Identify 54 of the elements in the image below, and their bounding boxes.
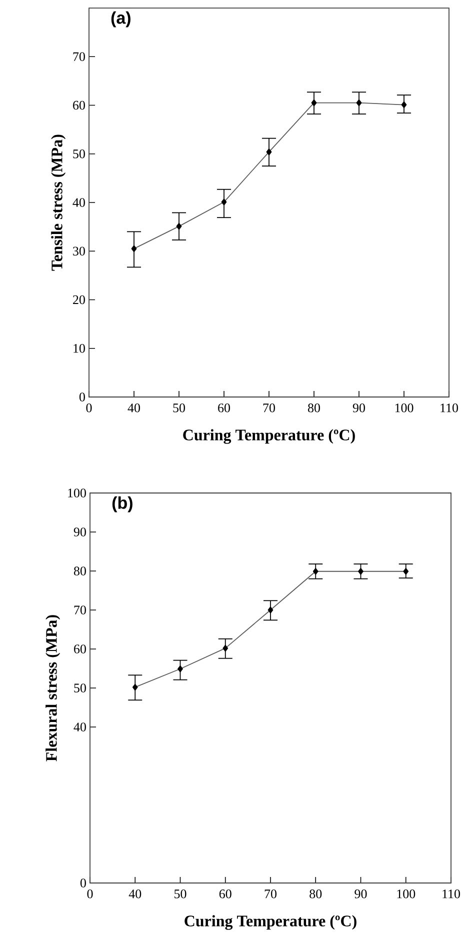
y-tick-label: 60 [73, 100, 85, 110]
x-tick-label: 70 [263, 404, 275, 412]
point [311, 99, 317, 106]
y-tick-label: 80 [74, 566, 86, 576]
x-tick-label: 100 [395, 404, 414, 412]
x-axis-title: Curing Temperature (ºC) [183, 429, 355, 444]
y-axis-title: Flexural stress (MPa) [46, 615, 60, 762]
x-tick-label: 110 [440, 404, 458, 412]
x-tick-label: 40 [128, 890, 142, 898]
x-tick-label: 0 [87, 890, 93, 898]
x-tick-label: 90 [354, 890, 367, 898]
x-tick-label: 50 [173, 404, 186, 412]
y-tick-label: 70 [74, 606, 86, 614]
y-tick-label: 40 [74, 722, 86, 732]
y-tick-label: 0 [79, 392, 85, 402]
point [356, 99, 362, 106]
point [222, 644, 228, 652]
y-tick-label: 10 [74, 344, 85, 353]
point [132, 684, 138, 691]
y-tick-label: 40 [72, 198, 85, 207]
y-tick-label: 0 [80, 878, 86, 888]
point [131, 245, 137, 252]
x-tick-label: 90 [352, 404, 365, 412]
point [221, 198, 227, 206]
y-tick-label: 90 [74, 528, 86, 536]
point [401, 101, 407, 108]
x-tick-label: 40 [128, 404, 140, 412]
y-tick-label: 60 [74, 644, 86, 654]
y-tick-label: 100 [68, 488, 86, 498]
y-tick-label: 70 [73, 52, 85, 62]
y-tick-label: 30 [73, 246, 85, 256]
point [178, 665, 183, 672]
x-axis-title: Curing Temperature (ºC) [184, 915, 356, 930]
x-tick-label: 50 [174, 890, 186, 898]
point [266, 148, 272, 156]
x-tick-label: 60 [218, 404, 230, 412]
y-tick-label: 20 [73, 295, 85, 304]
point [176, 222, 182, 230]
x-tick-label: 70 [264, 890, 276, 898]
chart-title: (a) [111, 11, 130, 28]
point [268, 606, 274, 614]
point [358, 568, 364, 575]
x-tick-label: 60 [219, 890, 232, 898]
chart-title: (b) [112, 496, 132, 512]
x-tick-label: 80 [308, 404, 320, 412]
x-tick-label: 100 [397, 890, 416, 898]
y-tick-label: 50 [74, 684, 86, 692]
y-axis-title: Tensile stress (MPa) [51, 134, 66, 271]
x-tick-label: 110 [442, 890, 460, 898]
point [403, 568, 409, 575]
x-tick-label: 0 [86, 404, 92, 412]
y-tick-label: 50 [73, 150, 85, 158]
x-tick-label: 80 [310, 890, 322, 898]
point [312, 568, 318, 575]
